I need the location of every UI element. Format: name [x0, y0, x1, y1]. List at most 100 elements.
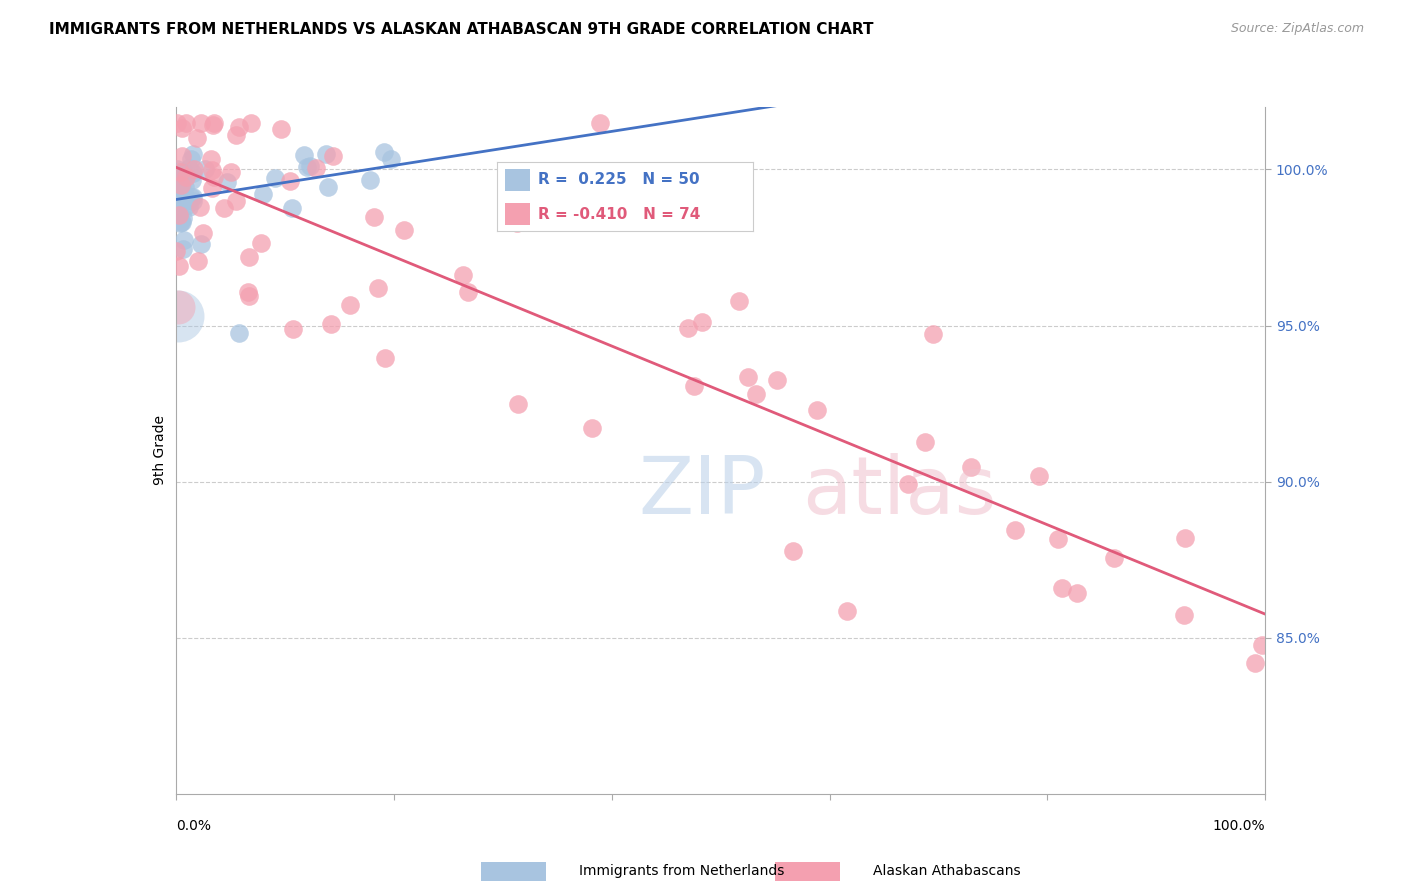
Point — [201, 118, 224, 132]
Point — [298, 159, 321, 173]
Bar — [505, 169, 530, 191]
Point — [581, 420, 603, 434]
Point — [1250, 639, 1272, 653]
Point — [172, 242, 194, 256]
Point — [169, 259, 191, 273]
Point — [506, 216, 529, 230]
Point — [172, 211, 194, 225]
Point — [225, 128, 247, 142]
Point — [217, 176, 239, 190]
Bar — [505, 203, 530, 225]
Point — [202, 169, 225, 184]
Point — [252, 187, 274, 202]
Point — [250, 235, 273, 250]
Point — [305, 161, 328, 175]
Point — [363, 210, 385, 224]
Point — [367, 281, 389, 295]
Point — [359, 173, 381, 187]
Point — [183, 161, 205, 176]
Point — [177, 161, 200, 176]
Point — [194, 162, 217, 177]
Point — [167, 184, 190, 198]
Point — [280, 201, 302, 215]
Point — [219, 165, 242, 179]
Point — [170, 178, 193, 192]
Point — [200, 152, 222, 166]
Point — [270, 122, 292, 136]
Point — [174, 199, 197, 213]
Point — [180, 190, 202, 204]
Point — [166, 116, 188, 130]
Point — [169, 216, 191, 230]
Point — [174, 170, 197, 185]
Point — [172, 149, 194, 163]
Point — [188, 200, 211, 214]
Point — [692, 315, 714, 329]
Point — [174, 116, 197, 130]
Point — [181, 194, 204, 208]
Point — [1066, 586, 1088, 600]
Point — [167, 166, 190, 180]
Point — [169, 164, 191, 178]
Text: IMMIGRANTS FROM NETHERLANDS VS ALASKAN ATHABASCAN 9TH GRADE CORRELATION CHART: IMMIGRANTS FROM NETHERLANDS VS ALASKAN A… — [49, 22, 873, 37]
Point — [914, 435, 936, 450]
Point — [380, 152, 402, 166]
Point — [190, 237, 212, 252]
Point — [173, 233, 195, 247]
Point — [292, 148, 315, 162]
Point — [167, 310, 190, 324]
Point — [172, 215, 194, 229]
Point — [167, 170, 190, 185]
Point — [177, 200, 200, 214]
Point — [683, 379, 706, 393]
Point — [177, 194, 200, 208]
Point — [374, 351, 396, 366]
Point — [806, 403, 828, 417]
Point — [169, 208, 191, 222]
Point — [745, 387, 768, 401]
Point — [1046, 532, 1069, 546]
Point — [281, 322, 304, 336]
Text: 100.0%: 100.0% — [1213, 819, 1265, 833]
Text: R =  0.225   N = 50: R = 0.225 N = 50 — [538, 172, 700, 187]
Point — [1028, 468, 1050, 483]
Point — [167, 207, 190, 221]
Point — [295, 160, 318, 174]
Point — [170, 194, 193, 208]
Point — [165, 244, 187, 258]
Point — [960, 460, 983, 475]
Point — [181, 166, 204, 180]
Point — [1173, 607, 1195, 622]
Text: Immigrants from Netherlands: Immigrants from Netherlands — [579, 864, 785, 879]
Point — [392, 223, 415, 237]
Point — [678, 321, 700, 335]
Point — [589, 116, 612, 130]
Point — [170, 181, 193, 195]
Point — [172, 188, 194, 202]
Text: R = -0.410   N = 74: R = -0.410 N = 74 — [538, 207, 700, 222]
Point — [457, 285, 479, 299]
Point — [170, 186, 193, 201]
Point — [239, 116, 262, 130]
Point — [174, 167, 197, 181]
Point — [922, 326, 945, 341]
Point — [169, 215, 191, 229]
Point — [737, 370, 759, 384]
Point — [263, 171, 285, 186]
Text: ZIP: ZIP — [638, 452, 766, 531]
Point — [228, 326, 250, 341]
Point — [166, 162, 188, 177]
Text: atlas: atlas — [803, 452, 997, 531]
Point — [1004, 523, 1026, 537]
Point — [202, 116, 225, 130]
Point — [238, 289, 260, 303]
Point — [170, 120, 193, 135]
Point — [1050, 581, 1073, 595]
Point — [186, 130, 208, 145]
Point — [212, 202, 235, 216]
Point — [451, 268, 474, 282]
Point — [782, 544, 804, 558]
Point — [728, 293, 751, 308]
Point — [321, 317, 343, 331]
Point — [1243, 656, 1265, 670]
